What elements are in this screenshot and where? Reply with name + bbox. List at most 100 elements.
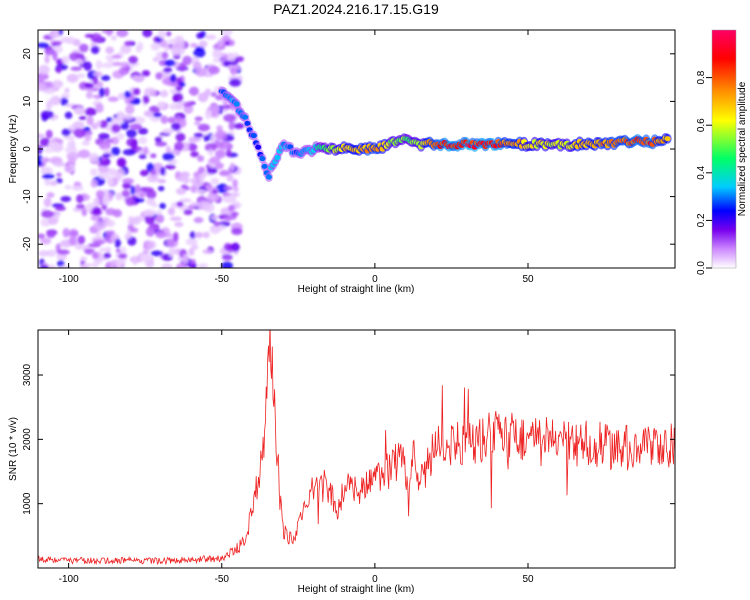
spectrogram-noise-blob	[86, 115, 94, 126]
spectrogram-noise-blob	[169, 149, 181, 155]
spectrogram-noise-blob	[78, 115, 87, 121]
spectrogram-noise-blob	[162, 128, 175, 134]
spectrogram-noise-blob	[125, 197, 135, 207]
y-tick-label: 10	[22, 95, 33, 107]
spectrogram-noise-blob	[199, 172, 205, 183]
spectrogram-y-axis: -20 -10 0 10 20	[22, 48, 675, 251]
spectrogram-noise-blob	[117, 253, 128, 259]
spectrogram-noise-blob	[197, 123, 211, 132]
spectrogram-noise-blob	[98, 132, 110, 140]
spectrogram-noise-blob	[42, 157, 50, 163]
spectrogram-noise-blob	[155, 230, 167, 239]
spectrogram-noise-blob	[159, 39, 168, 48]
spectrogram-noise-blob	[143, 87, 157, 97]
spectrogram-noise-blob	[120, 61, 130, 68]
y-tick-label: 1000	[22, 492, 33, 515]
snr-frame	[37, 329, 676, 569]
spectrogram-noise-blob	[188, 247, 195, 256]
spectrogram-x-label: Height of straight line (km)	[298, 284, 415, 295]
spectrogram-noise-blob	[213, 162, 224, 170]
spectrogram-noise-blob	[191, 244, 199, 250]
spectrogram-noise-blob	[177, 62, 187, 72]
x-tick-label: 50	[522, 574, 534, 585]
spectrogram-noise-blob	[55, 177, 63, 184]
spectrogram-noise-blob	[54, 212, 60, 220]
spectrogram-noise-blob	[132, 255, 138, 266]
spectrogram-ridge-mark	[259, 155, 266, 162]
spectrogram-noise-blob	[139, 253, 152, 263]
spectrogram-noise-blob	[148, 105, 161, 114]
spectrogram-noise-blob	[194, 116, 203, 122]
spectrogram-noise-blob	[124, 90, 132, 98]
spectrogram-noise-blob	[75, 204, 86, 209]
spectrogram-noise-blob	[233, 187, 239, 192]
spectrogram-noise-blob	[71, 185, 84, 191]
spectrogram-noise-blob	[143, 146, 149, 155]
spectrogram-ridge-mark	[250, 132, 257, 139]
spectrogram-noise-blob	[84, 107, 97, 117]
spectrogram-noise-blob	[160, 115, 168, 124]
spectrogram-noise-blob	[174, 35, 184, 45]
spectrogram-noise-blob	[56, 172, 62, 177]
spectrogram-noise-blob	[83, 82, 94, 89]
spectrogram-noise-blob	[126, 129, 137, 138]
spectrogram-noise-blob	[60, 195, 72, 203]
spectrogram-noise-blob	[40, 237, 52, 245]
spectrogram-noise-blob	[77, 149, 91, 159]
spectrogram-noise-blob	[115, 248, 122, 253]
spectrogram-noise-blob	[229, 39, 235, 47]
spectrogram-noise-blob	[43, 87, 56, 95]
spectrogram-noise-blob	[105, 207, 117, 216]
y-tick-label: 3000	[22, 363, 33, 386]
spectrogram-noise-blob	[203, 135, 210, 142]
spectrogram-noise-blob	[104, 230, 116, 235]
spectrogram-noise-blob	[107, 138, 114, 144]
spectrogram-noise-blob	[210, 133, 217, 144]
spectrogram-ridge-mark	[265, 174, 272, 180]
spectrogram-noise-blob	[195, 189, 206, 194]
spectrogram-noise-blob	[204, 110, 212, 120]
spectrogram-noise-blob	[138, 136, 148, 145]
spectrogram-noise-blob	[161, 51, 169, 60]
spectrogram-noise-blob	[81, 207, 88, 217]
spectrogram-noise-blob	[38, 64, 50, 75]
spectrogram-noise-blob	[70, 140, 76, 151]
x-tick-label: -100	[59, 574, 79, 585]
spectrogram-noise-blob	[225, 148, 232, 157]
spectrogram-noise-blob	[92, 77, 99, 85]
spectrogram-noise-blob	[38, 233, 46, 239]
spectrogram-noise-blob	[194, 231, 204, 239]
spectrogram-noise-blob	[162, 152, 175, 161]
spectrogram-noise-blob	[104, 87, 110, 97]
spectrogram-noise-blob	[221, 30, 233, 37]
spectrogram-noise-blob	[40, 166, 53, 175]
spectrogram-noise-blob	[228, 204, 235, 212]
spectrogram-noise-blob	[126, 137, 138, 147]
spectrogram-noise-blob	[55, 66, 62, 74]
spectrogram-noise-blob	[103, 252, 112, 259]
spectrogram-noise-blob	[144, 214, 156, 225]
spectrogram-noise-blob	[90, 168, 98, 177]
spectrogram-noise-blob	[40, 110, 54, 119]
spectrogram-noise-blob	[193, 48, 206, 58]
spectrogram-noise-blob	[231, 227, 243, 236]
spectrogram-noise-blob	[133, 197, 145, 203]
x-tick-label: -50	[215, 274, 230, 285]
spectrogram-noise-blob	[91, 262, 99, 268]
spectrogram-noise-blob	[107, 58, 114, 63]
spectrogram-noise-blob	[57, 249, 70, 255]
spectrogram-noise-blob	[213, 221, 221, 227]
spectrogram-noise-blob	[44, 47, 55, 56]
spectrogram-noise-blob	[129, 123, 143, 130]
spectrogram-noise-blob	[179, 81, 186, 87]
snr-panel: -100 -50 0 50 1000 2000 3000 Height of straig…	[8, 329, 676, 595]
spectrogram-noise-blob	[129, 217, 141, 225]
spectrogram-noise-blob	[41, 210, 54, 219]
spectrogram-noise-blob	[51, 80, 64, 89]
snr-y-axis: 1000 2000 3000	[22, 363, 675, 515]
colorbar-tick-label: 0.2	[696, 213, 707, 227]
spectrogram-noise-blob	[66, 73, 79, 83]
spectrogram-noise-blob	[110, 146, 121, 156]
spectrogram-noise-blob	[146, 189, 157, 200]
spectrogram-noise-blob	[78, 43, 89, 53]
